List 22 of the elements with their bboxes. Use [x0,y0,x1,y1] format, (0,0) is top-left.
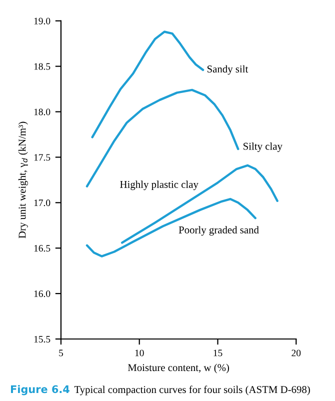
x-tick-label: 15 [214,350,222,356]
y-tick-label: 18.0 [34,108,50,116]
y-tick-label: 16.0 [34,290,50,298]
annotation: Silty clay [244,142,282,152]
x-tick-label: 20 [292,350,301,356]
annotation: Sandy silt [207,65,248,75]
x-tick-label: 10 [135,350,144,356]
annotation: Poorly graded sand [178,226,259,236]
y-tick-label: 18.5 [34,63,50,70]
line-series [91,30,204,138]
y-tick-label: 17.5 [34,154,50,161]
y-tick-label: 17.0 [34,200,50,206]
annotation: Highly plastic clay [120,180,198,190]
x-axis-title: Moisture content, w (%) [128,364,230,374]
y-axis-title: Dry unit weight, γ$_{d}$ (kN/m³) [18,122,28,238]
y-tick-label: 19.0 [34,18,50,24]
y-tick-label: 15.5 [34,336,50,343]
text: Typical compaction curves for four soils (ASTM D-698) [74,386,310,396]
y-tick-label: 16.5 [34,245,50,252]
line-series [121,164,278,244]
caption: Figure 6.4 [11,385,70,396]
x-tick-label: 5 [59,350,64,356]
